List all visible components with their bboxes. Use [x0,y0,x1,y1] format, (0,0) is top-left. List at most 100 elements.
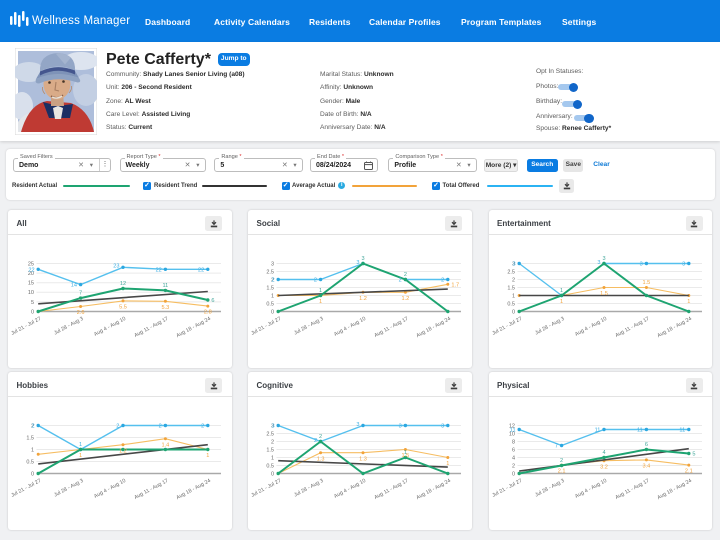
svg-text:22: 22 [198,267,204,273]
svg-text:5.3: 5.3 [162,304,170,310]
svg-text:12: 12 [508,423,514,429]
svg-text:2.5: 2.5 [266,269,274,275]
svg-text:1: 1 [446,461,449,467]
svg-text:2.5: 2.5 [266,431,274,437]
svg-text:3: 3 [271,423,274,429]
svg-text:1.2: 1.2 [402,295,410,301]
svg-text:Jul 28 - Aug 3: Jul 28 - Aug 3 [534,315,565,336]
svg-text:1: 1 [687,299,690,305]
svg-text:3.2: 3.2 [600,464,608,470]
svg-text:2: 2 [319,434,322,440]
svg-text:Aug 18 - Aug 24: Aug 18 - Aug 24 [656,477,692,500]
svg-text:Jul 28 - Aug 3: Jul 28 - Aug 3 [293,477,324,498]
svg-text:1: 1 [79,442,82,448]
svg-text:1: 1 [560,299,563,305]
svg-text:1.7: 1.7 [451,282,459,288]
svg-text:3: 3 [356,259,359,265]
svg-text:7: 7 [554,443,557,449]
svg-text:Aug 4 - Aug 10: Aug 4 - Aug 10 [93,477,127,499]
svg-text:3: 3 [639,261,642,267]
svg-text:14: 14 [71,282,77,288]
svg-text:Jul 28 - Aug 3: Jul 28 - Aug 3 [53,477,84,498]
svg-text:2: 2 [271,277,274,283]
svg-text:15: 15 [28,280,34,286]
svg-text:0: 0 [271,471,274,477]
svg-text:5: 5 [692,451,695,457]
svg-text:2: 2 [116,423,119,429]
svg-text:3: 3 [271,261,274,267]
svg-text:Jul 21 - Jul 27: Jul 21 - Jul 27 [491,477,523,498]
svg-text:2.1: 2.1 [684,468,692,474]
svg-text:22: 22 [156,267,162,273]
svg-text:Jul 28 - Aug 3: Jul 28 - Aug 3 [293,315,324,336]
svg-text:7: 7 [79,290,82,296]
svg-text:6: 6 [511,447,514,453]
svg-text:Aug 4 - Aug 10: Aug 4 - Aug 10 [333,477,367,499]
svg-text:Aug 11 - Aug 17: Aug 11 - Aug 17 [133,477,169,500]
svg-text:Jul 28 - Aug 3: Jul 28 - Aug 3 [534,477,565,498]
svg-text:2: 2 [314,437,317,443]
svg-text:5: 5 [31,299,34,305]
svg-text:10: 10 [28,290,34,296]
svg-text:2.1: 2.1 [557,468,565,474]
svg-text:1: 1 [319,288,322,294]
svg-text:Aug 11 - Aug 17: Aug 11 - Aug 17 [133,315,169,338]
svg-text:Jul 28 - Aug 3: Jul 28 - Aug 3 [53,315,84,336]
svg-text:Jul 21 - Jul 27: Jul 21 - Jul 27 [491,315,523,336]
svg-text:2: 2 [31,423,34,429]
svg-text:5.5: 5.5 [119,304,127,310]
svg-text:3: 3 [271,423,274,429]
svg-text:1.5: 1.5 [402,453,410,459]
svg-text:1.4: 1.4 [162,442,170,448]
svg-text:3: 3 [361,256,364,262]
svg-text:20: 20 [28,271,34,277]
svg-text:1.5: 1.5 [26,435,34,441]
svg-text:Jul 21 - Jul 27: Jul 21 - Jul 27 [10,315,42,336]
svg-text:1: 1 [319,299,322,305]
svg-text:1.5: 1.5 [507,285,515,291]
svg-text:Aug 4 - Aug 10: Aug 4 - Aug 10 [574,477,608,499]
svg-text:Jul 21 - Jul 27: Jul 21 - Jul 27 [10,477,42,498]
svg-text:1.3: 1.3 [317,456,325,462]
svg-text:2: 2 [159,423,162,429]
svg-text:12: 12 [120,281,126,287]
svg-text:1.2: 1.2 [359,295,367,301]
svg-text:Aug 11 - Aug 17: Aug 11 - Aug 17 [373,477,409,500]
svg-text:11: 11 [679,427,685,433]
svg-text:3: 3 [597,259,600,265]
svg-text:Aug 11 - Aug 17: Aug 11 - Aug 17 [614,315,650,338]
svg-text:Aug 18 - Aug 24: Aug 18 - Aug 24 [415,477,451,500]
svg-text:Jul 21 - Jul 27: Jul 21 - Jul 27 [250,477,282,498]
svg-text:3: 3 [602,256,605,262]
svg-text:2: 2 [441,277,444,283]
svg-text:0: 0 [31,309,34,315]
svg-text:1.3: 1.3 [359,456,367,462]
svg-text:1.5: 1.5 [600,291,608,297]
svg-text:3: 3 [682,261,685,267]
svg-text:0.5: 0.5 [507,301,515,307]
svg-text:3: 3 [399,423,402,429]
svg-text:2: 2 [511,277,514,283]
svg-text:3.4: 3.4 [642,463,650,469]
svg-text:2: 2 [271,277,274,283]
svg-text:4: 4 [602,450,605,456]
svg-text:Aug 18 - Aug 24: Aug 18 - Aug 24 [175,315,211,338]
svg-text:8: 8 [511,439,514,445]
svg-text:1: 1 [271,293,274,299]
svg-text:Aug 4 - Aug 10: Aug 4 - Aug 10 [93,315,127,337]
svg-text:1: 1 [79,453,82,459]
svg-text:2: 2 [511,463,514,469]
svg-text:3: 3 [441,423,444,429]
svg-text:0.5: 0.5 [266,463,274,469]
svg-text:1.5: 1.5 [642,280,650,286]
svg-text:4: 4 [511,455,514,461]
svg-text:1: 1 [206,453,209,459]
svg-text:1: 1 [31,447,34,453]
svg-text:23: 23 [113,263,119,269]
svg-text:6: 6 [644,442,647,448]
svg-text:11: 11 [636,427,642,433]
svg-text:Aug 18 - Aug 24: Aug 18 - Aug 24 [415,315,451,338]
svg-text:Jul 21 - Jul 27: Jul 21 - Jul 27 [250,315,282,336]
svg-text:3: 3 [356,421,359,427]
svg-text:2: 2 [314,277,317,283]
